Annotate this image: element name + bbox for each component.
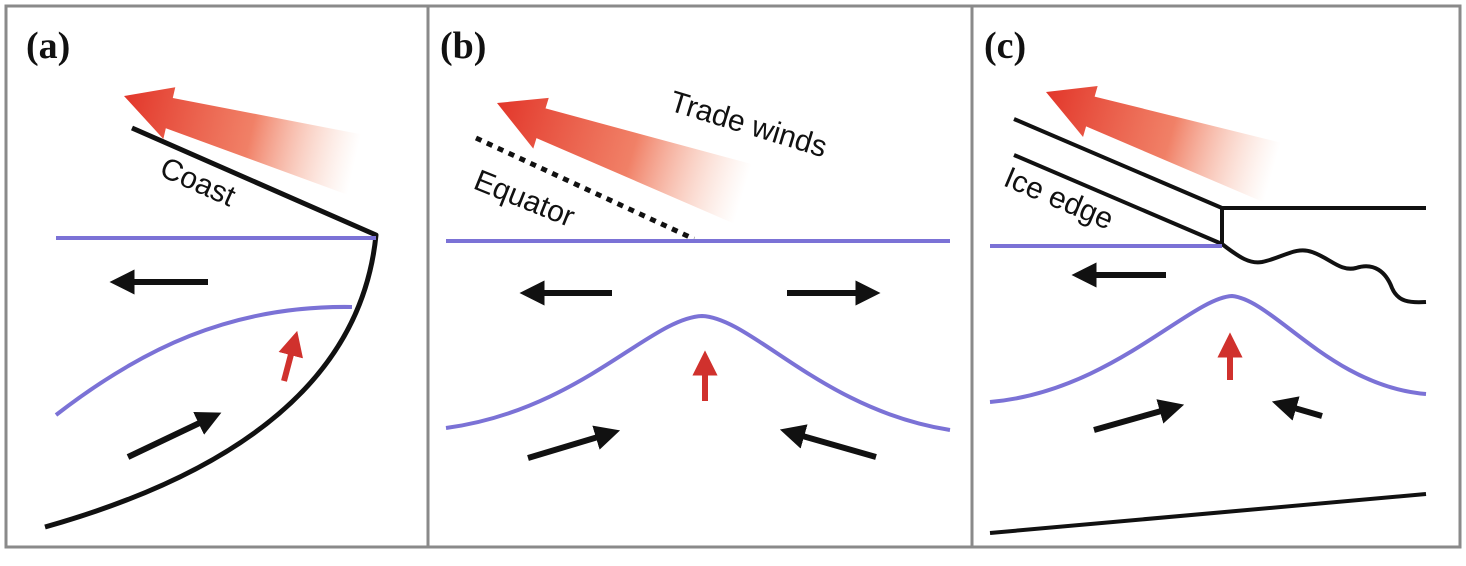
panel-a-letter: (a) <box>26 25 70 67</box>
deep-current-arrow-east <box>1093 399 1185 433</box>
sea-floor-line <box>989 492 1427 535</box>
deep-current-arrow <box>126 412 222 460</box>
panel-b-letter: (b) <box>440 25 486 67</box>
deep-current-arrow-east <box>527 425 621 461</box>
equator-line <box>474 135 696 242</box>
panel-b-border <box>426 4 974 549</box>
panel-a-border <box>4 4 430 549</box>
panel-c: (c) Ice edge <box>970 4 1462 549</box>
wind-arrow <box>497 97 753 224</box>
panel-b: (b) Trade winds Equator <box>426 4 974 549</box>
deep-current-arrow-west <box>1271 396 1323 421</box>
coastline <box>44 125 379 530</box>
panel-c-letter: (c) <box>984 25 1026 67</box>
upwelling-arrow <box>278 330 303 382</box>
wind-arrow <box>1046 86 1282 203</box>
thermocline-curve <box>54 304 353 417</box>
panel-a: (a) Coast <box>4 4 430 549</box>
wind-arrow <box>124 87 362 195</box>
deep-current-arrow-west <box>779 424 877 460</box>
thermocline-curve <box>445 313 951 432</box>
thermocline-curve <box>989 293 1427 404</box>
ice-slab <box>1013 117 1427 305</box>
